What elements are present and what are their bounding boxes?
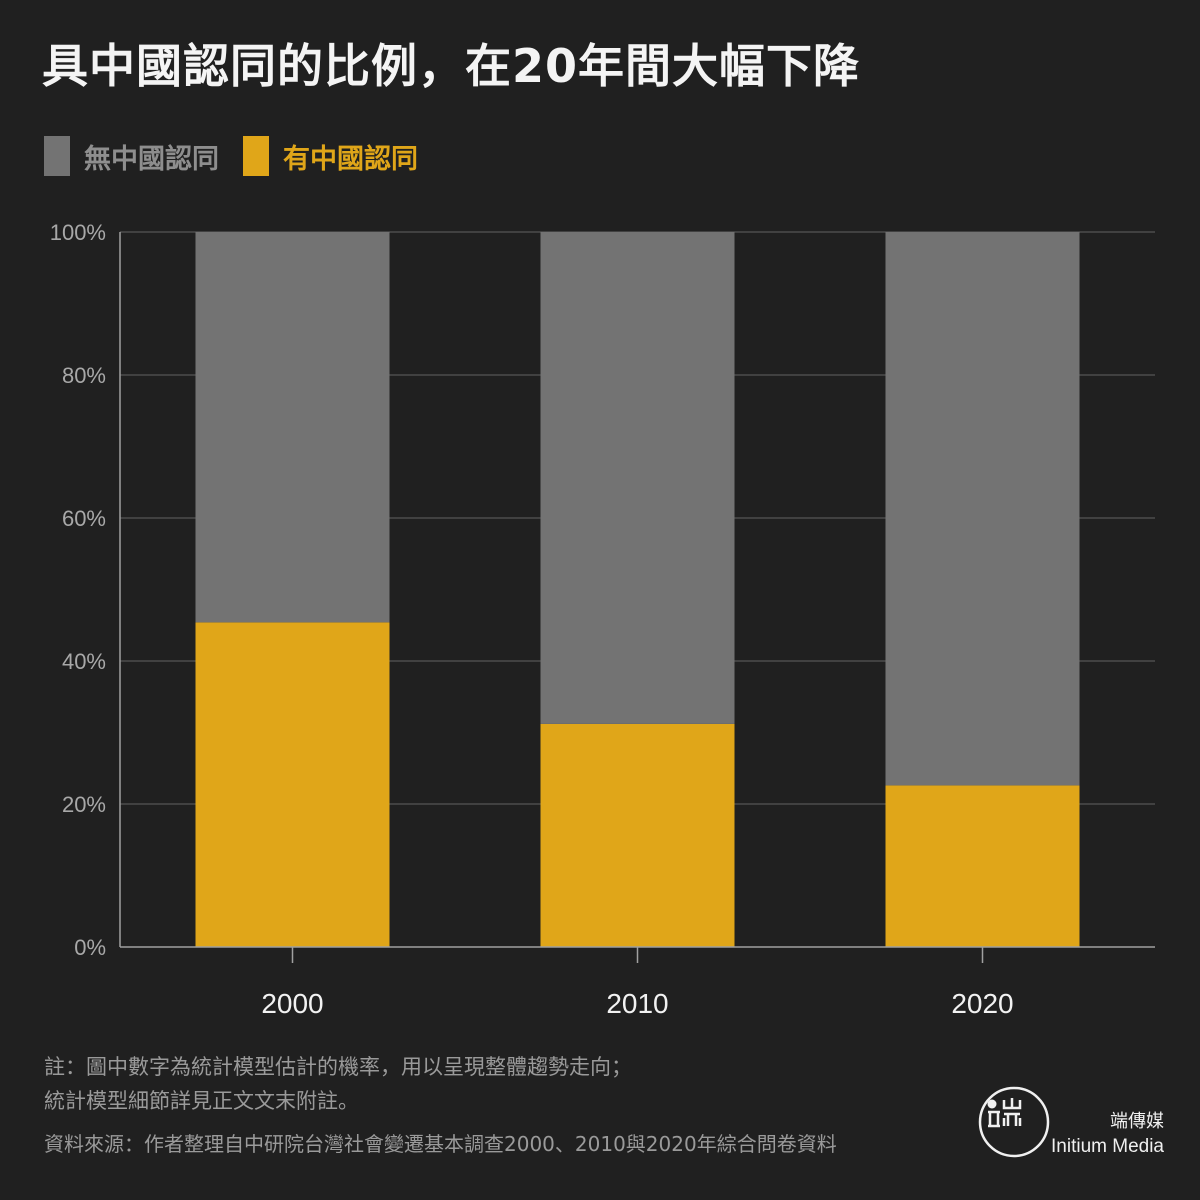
footnote-line-2: 統計模型細節詳見正文文末附註。 xyxy=(44,1089,359,1113)
bar-segment-china-identity xyxy=(885,785,1080,947)
y-tick-label: 100% xyxy=(50,220,106,245)
y-tick-label: 60% xyxy=(62,506,106,531)
bar-segment-no-china-identity xyxy=(195,232,390,623)
y-tick-label: 0% xyxy=(74,935,106,960)
legend-item-no-china-identity: 無中國認同 xyxy=(44,136,219,176)
brand: 端傳媒 Initium Media xyxy=(1051,1108,1164,1160)
y-tick-label: 80% xyxy=(62,363,106,388)
legend: 無中國認同 有中國認同 xyxy=(44,136,442,176)
y-tick-label: 20% xyxy=(62,792,106,817)
x-tick-label: 2020 xyxy=(951,988,1013,1019)
x-tick-label: 2000 xyxy=(261,988,323,1019)
legend-label-no-china-identity: 無中國認同 xyxy=(84,143,219,175)
bar-segment-china-identity xyxy=(195,622,390,947)
legend-swatch-gray xyxy=(44,136,70,176)
chart-title: 具中國認同的比例，在20年間大幅下降 xyxy=(42,39,861,93)
legend-label-china-identity: 有中國認同 xyxy=(283,143,418,175)
brand-name-cn: 端傳媒 xyxy=(1110,1111,1164,1131)
legend-item-china-identity: 有中國認同 xyxy=(243,136,418,176)
initium-logo-icon xyxy=(978,1086,1050,1158)
bar-segment-no-china-identity xyxy=(885,232,1080,786)
stacked-bar-chart: 0% 20% 40% 60% 80% 100% 2000 2010 2020 xyxy=(50,220,1155,1019)
y-tick-label: 40% xyxy=(62,649,106,674)
data-source: 資料來源：作者整理自中研院台灣社會變遷基本調查2000、2010與2020年綜合… xyxy=(44,1132,837,1156)
legend-swatch-gold xyxy=(243,136,269,176)
x-tick-label: 2010 xyxy=(606,988,668,1019)
brand-name-en: Initium Media xyxy=(1051,1136,1164,1157)
footnote: 註：圖中數字為統計模型估計的機率，用以呈現整體趨勢走向； 統計模型細節詳見正文文… xyxy=(44,1050,632,1118)
bar-segment-no-china-identity xyxy=(540,232,735,724)
footnote-line-1: 註：圖中數字為統計模型估計的機率，用以呈現整體趨勢走向； xyxy=(44,1055,632,1079)
bar-segment-china-identity xyxy=(540,723,735,947)
